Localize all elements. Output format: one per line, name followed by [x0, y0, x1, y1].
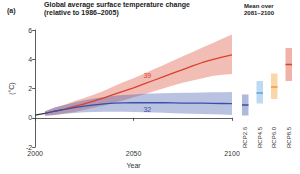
svg-text:32: 32: [143, 106, 151, 113]
svg-text:2081–2100: 2081–2100: [244, 10, 275, 16]
svg-text:0: 0: [28, 114, 32, 121]
svg-text:-2: -2: [25, 143, 33, 151]
svg-text:RCP2.6: RCP2.6: [242, 126, 248, 148]
svg-text:RCP6.0: RCP6.0: [271, 126, 277, 148]
svg-text:2100: 2100: [224, 150, 240, 157]
svg-text:4: 4: [28, 56, 32, 63]
svg-text:(a): (a): [7, 7, 16, 15]
svg-text:(°C): (°C): [8, 82, 16, 95]
svg-text:(relative to 1986–2005): (relative to 1986–2005): [44, 9, 119, 17]
svg-text:2000: 2000: [27, 150, 43, 157]
svg-text:RCP4.5: RCP4.5: [257, 126, 263, 148]
svg-text:2050: 2050: [126, 150, 142, 157]
svg-text:6: 6: [28, 27, 32, 34]
svg-text:39: 39: [143, 72, 151, 79]
svg-text:Year: Year: [126, 162, 141, 169]
svg-text:Global average surface tempera: Global average surface temperature chang…: [44, 1, 190, 9]
svg-text:2: 2: [28, 85, 32, 92]
svg-text:Mean over: Mean over: [244, 3, 274, 9]
svg-text:RCP8.5: RCP8.5: [286, 126, 292, 148]
